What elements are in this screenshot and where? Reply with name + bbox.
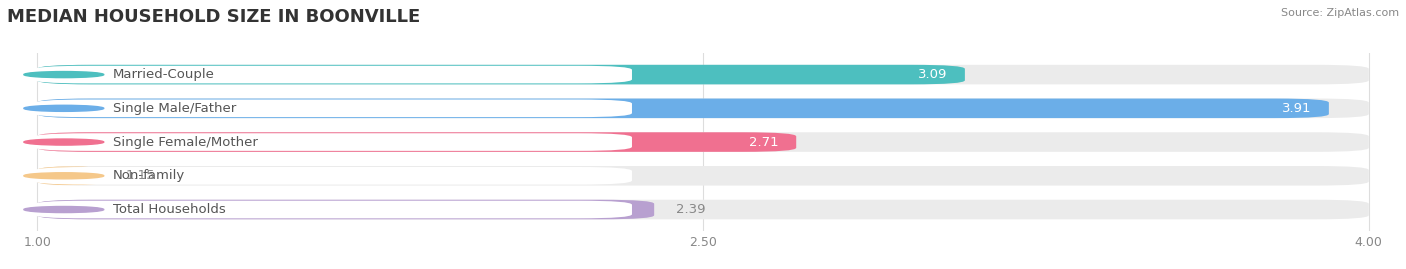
FancyBboxPatch shape <box>37 166 1369 186</box>
Text: Total Households: Total Households <box>112 203 225 216</box>
Text: Married-Couple: Married-Couple <box>112 68 215 81</box>
FancyBboxPatch shape <box>37 132 796 152</box>
Text: Source: ZipAtlas.com: Source: ZipAtlas.com <box>1281 8 1399 18</box>
FancyBboxPatch shape <box>37 200 654 219</box>
FancyBboxPatch shape <box>37 200 1369 219</box>
Text: 1.15: 1.15 <box>127 169 156 182</box>
Text: Single Male/Father: Single Male/Father <box>112 102 236 115</box>
Circle shape <box>24 105 104 111</box>
FancyBboxPatch shape <box>32 167 631 185</box>
FancyBboxPatch shape <box>37 98 1369 118</box>
Text: Single Female/Mother: Single Female/Mother <box>112 136 257 148</box>
FancyBboxPatch shape <box>32 66 631 83</box>
Circle shape <box>24 139 104 145</box>
Text: 3.09: 3.09 <box>918 68 948 81</box>
Text: 3.91: 3.91 <box>1282 102 1312 115</box>
FancyBboxPatch shape <box>32 100 631 117</box>
Text: Non-family: Non-family <box>112 169 186 182</box>
Circle shape <box>24 173 104 179</box>
FancyBboxPatch shape <box>32 133 631 151</box>
FancyBboxPatch shape <box>37 65 1369 84</box>
Text: 2.39: 2.39 <box>676 203 706 216</box>
FancyBboxPatch shape <box>37 132 1369 152</box>
Circle shape <box>24 207 104 213</box>
FancyBboxPatch shape <box>37 65 965 84</box>
Text: MEDIAN HOUSEHOLD SIZE IN BOONVILLE: MEDIAN HOUSEHOLD SIZE IN BOONVILLE <box>7 8 420 26</box>
FancyBboxPatch shape <box>37 166 104 186</box>
FancyBboxPatch shape <box>32 201 631 218</box>
Circle shape <box>24 72 104 78</box>
Text: 2.71: 2.71 <box>749 136 779 148</box>
FancyBboxPatch shape <box>37 98 1329 118</box>
